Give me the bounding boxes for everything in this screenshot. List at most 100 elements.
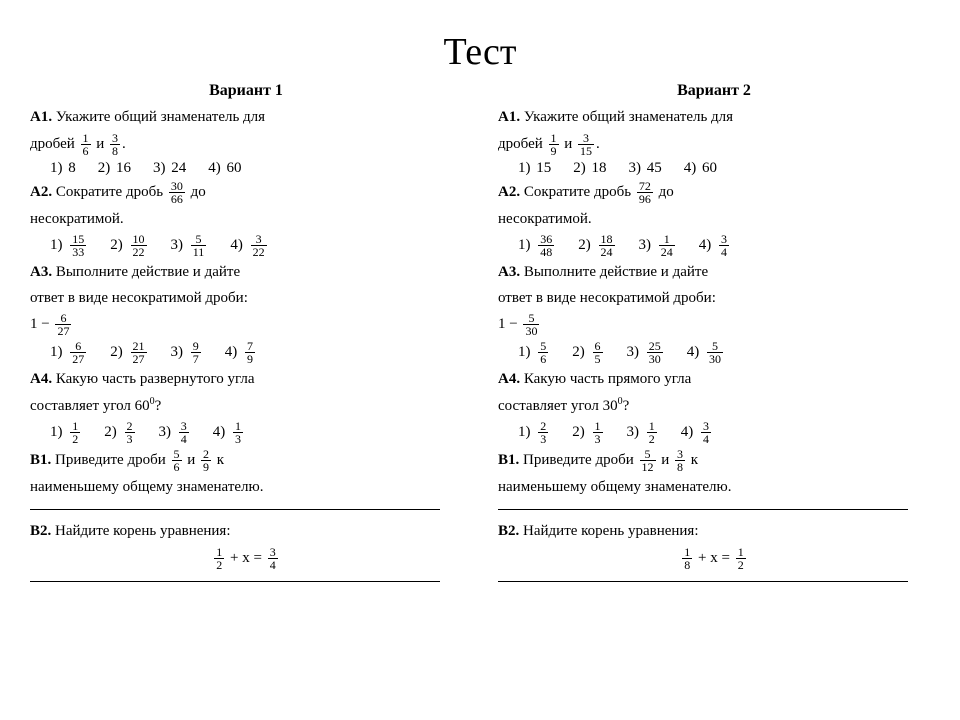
- denom: 4: [268, 558, 278, 571]
- denom: 3: [538, 432, 548, 445]
- v2-a3-label: А3.: [498, 264, 520, 280]
- optn: 2): [110, 344, 123, 360]
- numer: 18: [599, 233, 615, 245]
- fraction: 512: [640, 448, 656, 473]
- denom: 4: [179, 432, 189, 445]
- optn: 4): [681, 424, 694, 440]
- v2-a1-label: А1.: [498, 109, 520, 125]
- v2-a2: А2. Сократите дробь 7296 до: [498, 180, 930, 205]
- opt: 1) 15: [518, 160, 551, 177]
- optn: 1): [518, 160, 531, 176]
- fraction: 124: [659, 233, 675, 258]
- numer: 5: [172, 448, 182, 460]
- optv: 45: [647, 160, 662, 176]
- fraction: 19: [549, 132, 559, 157]
- numer: 15: [70, 233, 86, 245]
- opt: 2) 13: [572, 420, 604, 445]
- v2-a1-line2: дробей 19 и 315.: [498, 132, 930, 157]
- v1-a4-line2: составляет угол 600?: [30, 394, 462, 418]
- and: и: [96, 135, 104, 151]
- numer: 36: [538, 233, 554, 245]
- numer: 10: [131, 233, 147, 245]
- variant-2: Вариант 2 А1. Укажите общий знаменатель …: [498, 82, 930, 592]
- denom: 48: [538, 245, 554, 258]
- optn: 4): [684, 160, 697, 176]
- columns: Вариант 1 А1. Укажите общий знаменатель …: [30, 82, 930, 592]
- v2-a1-text1: Укажите общий знаменатель для: [524, 109, 733, 125]
- numer: 6: [70, 340, 86, 352]
- numer: 5: [640, 448, 656, 460]
- opt: 2) 1824: [578, 233, 616, 258]
- denom: 27: [70, 352, 86, 365]
- v2-a2-line2: несократимой.: [498, 208, 930, 231]
- v1-b1-label: В1.: [30, 452, 51, 468]
- optv: 24: [171, 160, 186, 176]
- optn: 3): [639, 237, 652, 253]
- opt: 1) 1533: [50, 233, 88, 258]
- denom: 5: [593, 352, 603, 365]
- numer: 30: [169, 180, 185, 192]
- v1-a2-text2: до: [191, 183, 206, 199]
- denom: 3: [233, 432, 243, 445]
- denom: 9: [245, 352, 255, 365]
- v1-a1-line2: дробей 16 и 38.: [30, 132, 462, 157]
- opt: 4) 322: [230, 233, 268, 258]
- variant-1-heading: Вариант 1: [30, 82, 462, 100]
- denom: 6: [538, 352, 548, 365]
- numer: 2: [538, 420, 548, 432]
- numer: 1: [81, 132, 91, 144]
- numer: 5: [707, 340, 723, 352]
- eq-mid: + x =: [230, 550, 262, 566]
- fraction: 315: [578, 132, 594, 157]
- opt: 2) 16: [98, 160, 131, 177]
- fraction: 12: [647, 420, 657, 445]
- fraction: 2127: [131, 340, 147, 365]
- variant-2-heading: Вариант 2: [498, 82, 930, 100]
- v1-a3-text1: Выполните действие и дайте: [56, 264, 240, 280]
- v2-a3-text1: Выполните действие и дайте: [524, 264, 708, 280]
- expr-pre: 1 −: [30, 316, 50, 332]
- opt: 2) 2127: [110, 340, 148, 365]
- v1-a4-text2: составляет угол 60: [30, 398, 150, 414]
- v1-b1-line2: наименьшему общему знаменателю.: [30, 476, 462, 499]
- v2-a4-text2: составляет угол 30: [498, 398, 618, 414]
- answer-blank: [30, 581, 440, 582]
- v1-a1: А1. Укажите общий знаменатель для: [30, 106, 462, 129]
- v2-a1-options: 1) 15 2) 18 3) 45 4) 60: [518, 160, 930, 177]
- v2-b1-line2: наименьшему общему знаменателю.: [498, 476, 930, 499]
- v1-a1-text2: дробей: [30, 135, 75, 151]
- optn: 2): [98, 160, 111, 176]
- opt: 4) 34: [681, 420, 713, 445]
- fraction: 1533: [70, 233, 86, 258]
- fraction: 56: [538, 340, 548, 365]
- k: к: [217, 452, 224, 468]
- optn: 4): [230, 237, 243, 253]
- numer: 25: [647, 340, 663, 352]
- v2-b2-eq: 18 + x = 12: [498, 546, 930, 571]
- opt: 1) 8: [50, 160, 76, 177]
- optn: 1): [50, 424, 63, 440]
- fraction: 34: [719, 233, 729, 258]
- numer: 9: [191, 340, 201, 352]
- v2-a2-options: 1) 3648 2) 1824 3) 124 4) 34: [518, 233, 930, 258]
- numer: 1: [682, 546, 692, 558]
- v1-a3-options: 1) 627 2) 2127 3) 97 4) 79: [50, 340, 462, 365]
- and: и: [564, 135, 572, 151]
- denom: 15: [578, 144, 594, 157]
- and: и: [187, 452, 195, 468]
- numer: 3: [251, 233, 267, 245]
- optn: 1): [50, 160, 63, 176]
- fraction: 56: [172, 448, 182, 473]
- denom: 33: [70, 245, 86, 258]
- fraction: 23: [125, 420, 135, 445]
- v2-a2-text1: Сократите дробь: [524, 183, 631, 199]
- v1-a4-options: 1) 12 2) 23 3) 34 4) 13: [50, 420, 462, 445]
- v1-a4-text1: Какую часть развернутого угла: [56, 371, 255, 387]
- fraction: 511: [191, 233, 207, 258]
- denom: 4: [719, 245, 729, 258]
- fraction: 38: [110, 132, 120, 157]
- optn: 3): [171, 237, 184, 253]
- optn: 2): [110, 237, 123, 253]
- denom: 30: [647, 352, 663, 365]
- fraction: 12: [70, 420, 80, 445]
